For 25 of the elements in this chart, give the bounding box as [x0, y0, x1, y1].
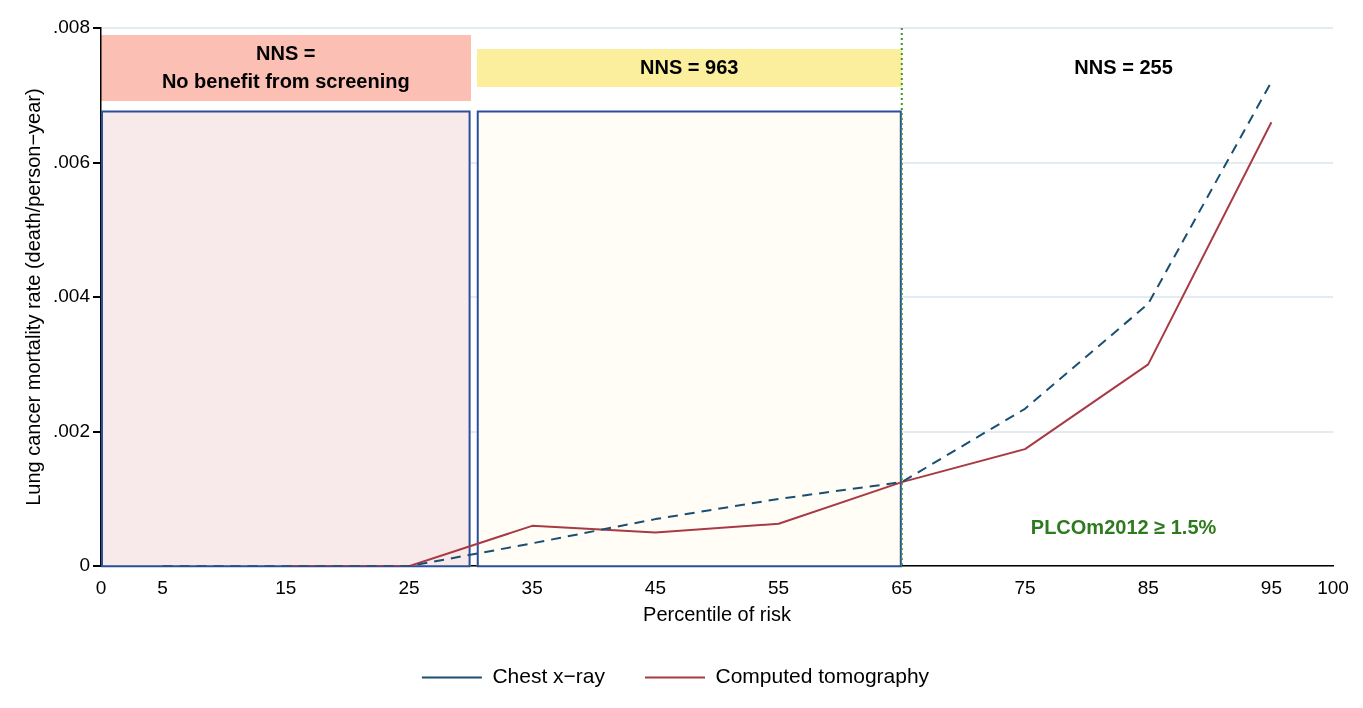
x-tick-label: 0 [95, 576, 107, 598]
x-tick-label: 25 [398, 576, 420, 598]
band-label: NNS = 963 [640, 55, 739, 78]
y-tick-label: .006 [53, 150, 90, 172]
band-label: NNS = No benefit from screening [161, 41, 410, 92]
annotation: NNS = 255 [1074, 55, 1173, 78]
y-tick-label: .008 [53, 16, 90, 38]
x-axis-title: Percentile of risk [643, 602, 792, 625]
x-tick-label: 35 [521, 576, 543, 598]
x-tick-label: 85 [1137, 576, 1159, 598]
x-tick-label: 100 [1317, 576, 1349, 598]
x-tick-label: 95 [1260, 576, 1282, 598]
x-tick-label: 55 [768, 576, 790, 598]
legend-label: Chest x−ray [492, 664, 606, 688]
y-axis-title: Lung cancer mortality rate (death/person−year) [21, 88, 44, 506]
y-tick-label: 0 [79, 554, 90, 576]
y-tick-label: .004 [53, 285, 91, 307]
x-tick-label: 15 [275, 576, 297, 598]
x-tick-label: 65 [891, 576, 913, 598]
x-tick-label: 45 [644, 576, 666, 598]
legend-label: Computed tomography [715, 664, 930, 688]
x-tick-label: 75 [1014, 576, 1036, 598]
x-tick-label: 5 [157, 576, 168, 598]
annotation: PLCOm2012 ≥ 1.5% [1030, 516, 1217, 539]
y-tick-label: .002 [53, 419, 90, 441]
